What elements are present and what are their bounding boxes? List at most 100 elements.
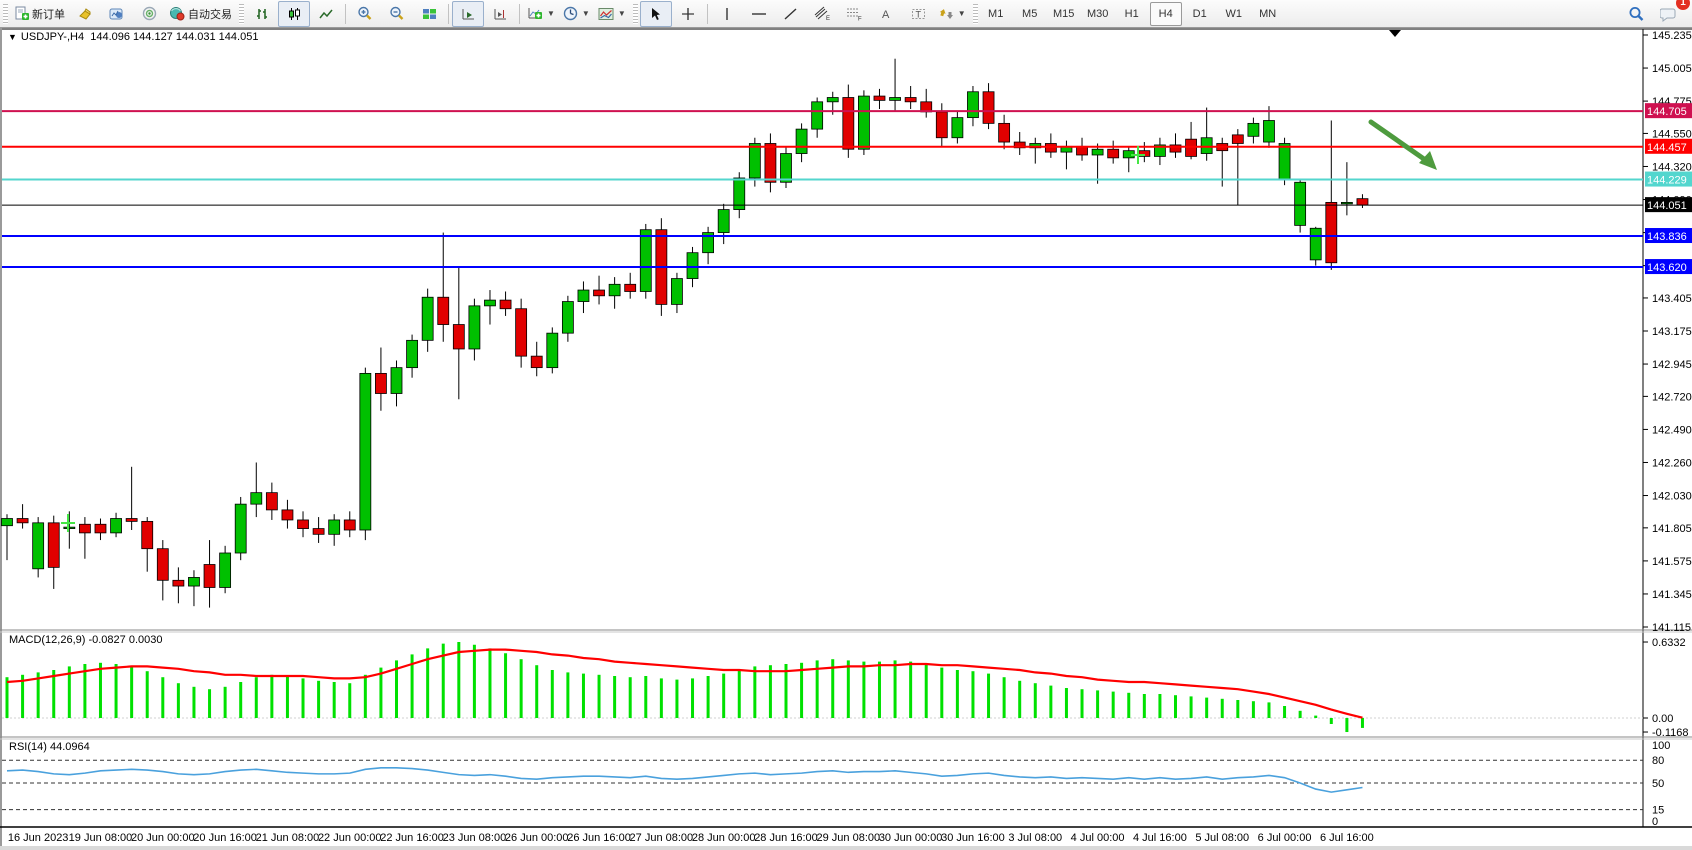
periods-button[interactable]: ▼	[559, 1, 594, 27]
trend-arrow-annotation[interactable]	[1368, 119, 1437, 170]
text-label-icon: T	[911, 7, 926, 21]
timeframe-m5[interactable]: M5	[1022, 7, 1038, 20]
timeframe-m1[interactable]: M1	[988, 7, 1004, 20]
zoom-in-button[interactable]	[349, 1, 381, 27]
new-chart-button[interactable]	[69, 1, 101, 27]
notifications-button[interactable]: 1	[1652, 0, 1690, 27]
crosshair-button[interactable]	[672, 1, 704, 27]
template-icon	[598, 7, 614, 21]
svg-text:100: 100	[1652, 740, 1670, 752]
price-axis[interactable]: 145.235145.005144.775144.550144.320144.0…	[1643, 30, 1692, 634]
chart-objects-toggle-icon[interactable]: ▼	[8, 32, 17, 42]
svg-text:21 Jun 08:00: 21 Jun 08:00	[256, 832, 320, 844]
zoom-out-button[interactable]	[381, 1, 413, 27]
line-chart-button[interactable]	[310, 1, 342, 27]
arrows-tool-button[interactable]: ▼	[935, 1, 970, 27]
candles	[1, 58, 1369, 608]
timeframe-m30[interactable]: M30	[1086, 7, 1109, 20]
ohlc-bars-icon	[255, 7, 270, 21]
toolbar-separator	[519, 3, 520, 24]
auto-scroll-button[interactable]	[452, 0, 484, 27]
indicators-icon	[527, 6, 543, 21]
toolbar-grip[interactable]	[239, 3, 244, 24]
fibonacci-button[interactable]: F	[839, 1, 871, 27]
auto-trading-label: 自动交易	[188, 8, 232, 21]
zoom-in-icon	[357, 6, 373, 21]
svg-text:4 Jul 16:00: 4 Jul 16:00	[1133, 832, 1187, 844]
tile-windows-button[interactable]	[413, 1, 445, 27]
svg-text:F: F	[858, 17, 862, 22]
crosshair-icon	[681, 7, 695, 21]
chart-shift-marker-icon[interactable]	[1389, 30, 1401, 37]
svg-text:142.490: 142.490	[1652, 424, 1692, 436]
signals-button[interactable]	[133, 1, 165, 27]
auto-scroll-icon	[461, 7, 476, 21]
text-label-button[interactable]: T	[903, 1, 935, 27]
svg-text:15: 15	[1652, 805, 1664, 817]
auto-trading-button[interactable]: 自动交易	[165, 1, 236, 27]
strategy-tester-button[interactable]	[101, 1, 133, 27]
trendline-button[interactable]	[775, 1, 807, 27]
svg-text:23 Jun 08:00: 23 Jun 08:00	[443, 832, 507, 844]
timeframe-d1[interactable]: D1	[1192, 7, 1207, 20]
text-button[interactable]: A	[871, 1, 903, 27]
svg-text:16 Jun 2023: 16 Jun 2023	[8, 832, 69, 844]
svg-text:144.457: 144.457	[1647, 142, 1687, 154]
vertical-line-button[interactable]	[711, 1, 743, 27]
cursor-arrow-icon	[649, 7, 662, 21]
chart-shift-button[interactable]	[484, 1, 516, 27]
macd-pane: 0.6332 0.00 -0.1168	[2, 637, 1689, 739]
lime-cross-marker-icon[interactable]	[61, 514, 75, 532]
equidistant-channel-button[interactable]: E	[807, 1, 839, 27]
toolbar-grip[interactable]	[972, 3, 978, 24]
svg-text:144.550: 144.550	[1652, 128, 1692, 140]
svg-text:144.229: 144.229	[1647, 175, 1687, 187]
toolbar-separator	[706, 3, 708, 24]
svg-text:142.030: 142.030	[1652, 491, 1692, 503]
horizontal-lines[interactable]: 144.705 144.457 144.229 144.051 143.836 143.6…	[2, 103, 1692, 275]
toolbar-grip[interactable]	[3, 3, 8, 24]
svg-text:26 Jun 00:00: 26 Jun 00:00	[505, 832, 569, 844]
lime-cross-marker-icon[interactable]	[1131, 146, 1145, 164]
svg-text:19 Jun 08:00: 19 Jun 08:00	[69, 832, 133, 844]
new-order-icon	[14, 6, 29, 21]
horizontal-line-button[interactable]	[743, 1, 775, 27]
line-chart-icon	[318, 7, 334, 21]
svg-text:141.345: 141.345	[1652, 589, 1692, 601]
new-order-button[interactable]: 新订单	[10, 1, 69, 27]
templates-button[interactable]: ▼	[594, 1, 630, 27]
svg-text:141.575: 141.575	[1652, 556, 1692, 568]
svg-text:E: E	[826, 16, 830, 21]
yellow-cube-icon	[77, 7, 93, 21]
svg-text:0: 0	[1652, 816, 1658, 828]
svg-text:141.115: 141.115	[1652, 622, 1691, 634]
chart-title: ▼ USDJPY-,H4 144.096 144.127 144.031 144.…	[8, 31, 258, 43]
timeframe-mn[interactable]: MN	[1259, 7, 1277, 20]
svg-text:T: T	[916, 9, 922, 19]
svg-text:143.175: 143.175	[1652, 326, 1692, 338]
timeframe-m15[interactable]: M15	[1052, 7, 1075, 20]
trendline-icon	[783, 7, 798, 21]
svg-text:29 Jun 08:00: 29 Jun 08:00	[817, 832, 881, 844]
svg-text:142.720: 142.720	[1652, 391, 1692, 403]
svg-text:30 Jun 16:00: 30 Jun 16:00	[941, 832, 1005, 844]
timeframe-h4[interactable]: H4	[1149, 1, 1182, 26]
candlestick-button[interactable]	[278, 0, 310, 27]
rsi-indicator-label: RSI(14) 44.0964	[9, 741, 90, 753]
search-button[interactable]	[1620, 1, 1652, 27]
svg-text:20 Jun 16:00: 20 Jun 16:00	[193, 832, 257, 844]
cursor-button[interactable]	[639, 0, 672, 27]
timeframe-h1[interactable]: H1	[1124, 7, 1139, 20]
chart-person-icon	[109, 7, 125, 21]
toolbar-grip[interactable]	[632, 3, 638, 24]
timeframe-w1[interactable]: W1	[1225, 7, 1242, 20]
svg-text:143.405: 143.405	[1652, 293, 1692, 305]
indicators-button[interactable]: ▼	[523, 1, 559, 27]
bar-chart-button[interactable]	[246, 1, 278, 27]
chart-shift-icon	[493, 7, 508, 21]
horizontal-scrollbar[interactable]	[0, 846, 1692, 850]
fibonacci-icon: F	[846, 6, 863, 21]
